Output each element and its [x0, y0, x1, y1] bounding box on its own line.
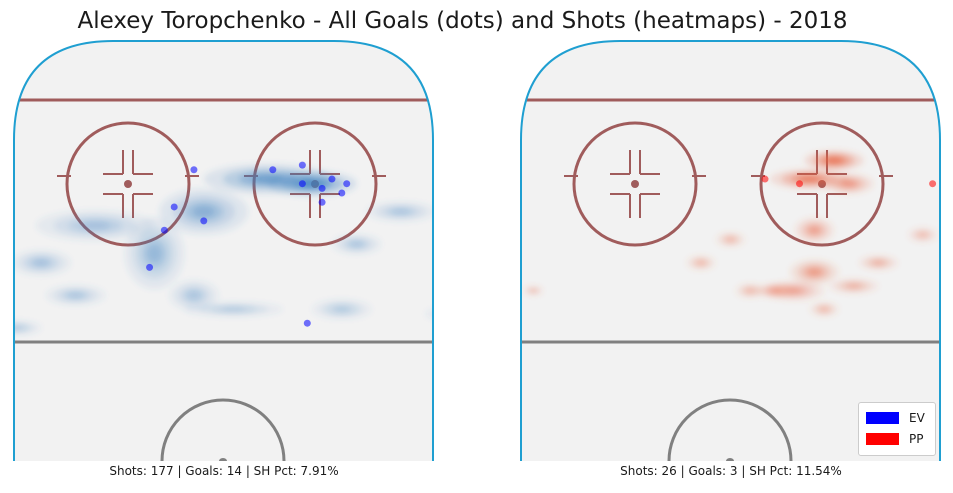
- density-contour: [33, 259, 49, 266]
- faceoff-ring: [572, 121, 698, 247]
- density-contour: [746, 288, 754, 293]
- legend-label-ev: EV: [909, 411, 925, 425]
- pp-stats-caption: Shots: 26 | Goals: 3 | SH Pct: 11.54%: [620, 464, 842, 478]
- goal-dot-1: [318, 184, 326, 192]
- goal-dot-7: [200, 217, 208, 225]
- goal-dot-6: [170, 203, 178, 211]
- density-contour: [392, 209, 410, 215]
- density-contour: [808, 268, 821, 276]
- density-contour: [14, 325, 23, 330]
- legend-swatch-ev: [866, 412, 899, 424]
- density-contour: [820, 307, 828, 312]
- density-contour: [530, 289, 536, 292]
- ev-rink-panel: [13, 40, 468, 461]
- ice-surface: [521, 41, 940, 461]
- rink-contents: [14, 98, 468, 461]
- density-contour: [809, 227, 820, 234]
- density-contour: [334, 306, 350, 312]
- chart-title: Alexey Toropchenko - All Goals (dots) an…: [77, 8, 848, 34]
- ev-stats-caption: Shots: 177 | Goals: 14 | SH Pct: 7.91%: [109, 464, 339, 478]
- density-contour: [80, 221, 111, 230]
- legend-swatch-pp: [866, 433, 899, 445]
- center-dot: [726, 458, 734, 461]
- goal-dot-0: [929, 180, 937, 188]
- goal-dot-2: [338, 189, 346, 197]
- goal-dot-9: [318, 198, 326, 206]
- faceoff-circle-left: [564, 121, 706, 247]
- legend: EV PP: [858, 402, 936, 456]
- goal-dot-3: [298, 161, 306, 169]
- density-contour: [444, 312, 456, 316]
- neutral-circle: [160, 398, 286, 461]
- density-contour: [439, 310, 461, 317]
- center-dot: [219, 458, 227, 461]
- legend-label-pp: PP: [909, 432, 924, 446]
- goal-dot-1: [796, 180, 804, 188]
- goal-dot-8: [160, 226, 168, 234]
- faceoff-circle-left: [57, 121, 199, 247]
- density-contour: [68, 292, 84, 298]
- pp-rink-panel: [520, 40, 941, 461]
- density-contour: [192, 205, 215, 218]
- goal-dot-4: [269, 166, 277, 174]
- density-contour: [147, 244, 162, 263]
- density-contour: [221, 307, 246, 312]
- legend-item-ev: EV: [866, 410, 925, 426]
- density-contour: [433, 309, 468, 320]
- density-contour: [726, 237, 735, 242]
- goal-dot-13: [303, 319, 311, 327]
- goal-dot-10: [328, 175, 336, 183]
- density-contour: [826, 157, 842, 164]
- density-contour: [350, 241, 363, 247]
- shot-heatmap: [523, 150, 938, 317]
- density-contour: [799, 176, 820, 182]
- density-contour: [842, 181, 855, 187]
- boards: [520, 40, 941, 461]
- faceoff-dot: [631, 180, 639, 188]
- density-contour: [187, 291, 201, 300]
- goal-dot-2: [761, 175, 769, 183]
- ice-surface: [14, 41, 433, 461]
- density-contour: [787, 288, 802, 294]
- goal-dot-5: [190, 166, 198, 174]
- boards: [13, 40, 434, 461]
- neutral-circle: [667, 398, 793, 461]
- faceoff-dot: [124, 180, 132, 188]
- density-contour: [847, 284, 860, 288]
- legend-item-pp: PP: [866, 431, 923, 447]
- rink-contents: [521, 98, 940, 461]
- density-contour: [919, 232, 927, 237]
- density-contour: [251, 175, 284, 183]
- faceoff-ring: [759, 121, 885, 247]
- density-contour: [873, 260, 884, 265]
- goal-dot-11: [343, 180, 351, 188]
- goal-dot-0: [298, 180, 306, 188]
- density-contour: [697, 260, 705, 265]
- goal-dot-12: [146, 263, 154, 271]
